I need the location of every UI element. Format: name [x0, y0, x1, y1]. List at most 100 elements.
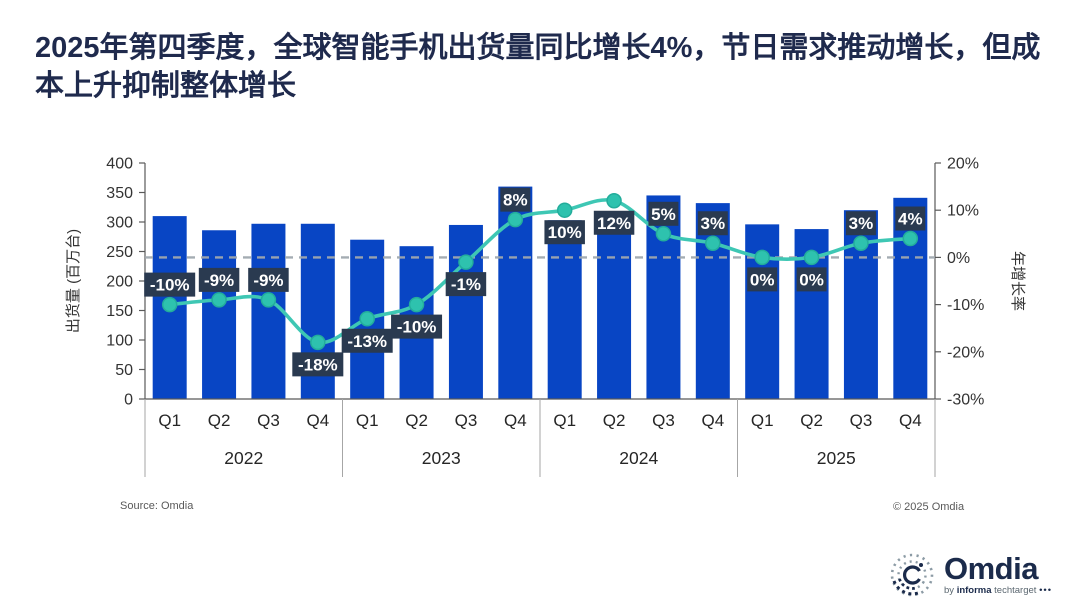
omdia-wordmark: Omdia	[944, 551, 1038, 587]
left-axis-tick-label: 200	[106, 274, 133, 291]
x-tick-label-quarter: Q4	[306, 411, 329, 430]
x-tick-label-year: 2022	[224, 448, 263, 468]
bar-2022-q3	[251, 223, 286, 399]
growth-label-2022-q3: -9%	[253, 271, 283, 290]
growth-point-2025-q3	[853, 235, 869, 251]
x-tick-label-quarter: Q2	[208, 411, 231, 430]
x-tick-label-quarter: Q1	[158, 411, 181, 430]
growth-label-box-2025-q4	[895, 206, 926, 231]
x-tick-label-quarter: Q1	[751, 411, 774, 430]
growth-label-2023-q1: -13%	[347, 332, 387, 351]
growth-point-2023-q4	[507, 211, 524, 228]
right-axis-tick-label: -10%	[947, 297, 984, 314]
x-tick-label-quarter: Q2	[800, 411, 823, 430]
bar-2024-q2	[597, 213, 632, 399]
growth-label-2022-q1: -10%	[150, 276, 190, 295]
growth-label-box-2022-q2	[198, 267, 240, 292]
tagline-informa: informa	[956, 584, 992, 596]
growth-label-2024-q2: 12%	[597, 214, 631, 233]
omdia-logo-text: Omdia by informa techtarget •••	[944, 551, 1052, 596]
right-axis-tick-label: -20%	[947, 344, 984, 361]
growth-point-2025-q4	[902, 230, 919, 247]
omdia-logo: Omdia by informa techtarget •••	[888, 551, 1052, 599]
growth-label-box-2024-q4	[697, 211, 728, 236]
growth-point-2023-q3	[458, 254, 474, 270]
left-axis-tick-label: 250	[106, 244, 133, 261]
tagline-by: by	[944, 584, 955, 596]
left-axis-tick-label: 400	[106, 156, 133, 173]
x-tick-label-quarter: Q4	[701, 411, 724, 430]
growth-label-2023-q4: 8%	[503, 191, 528, 210]
growth-label-box-2023-q4	[500, 187, 531, 212]
bar-2022-q2	[202, 230, 237, 399]
x-tick-label-quarter: Q3	[455, 411, 478, 430]
right-axis-tick-label: 0%	[947, 250, 970, 267]
growth-label-2023-q2: -10%	[397, 318, 437, 337]
left-axis-tick-label: 150	[106, 303, 133, 320]
x-tick-label-quarter: Q1	[356, 411, 379, 430]
left-axis-tick-label: 350	[106, 185, 133, 202]
growth-label-2025-q4: 4%	[898, 210, 923, 229]
growth-label-2025-q3: 3%	[849, 214, 874, 233]
x-tick-label-quarter: Q1	[553, 411, 576, 430]
growth-label-2022-q2: -9%	[204, 271, 234, 290]
bar-2024-q1	[547, 220, 582, 399]
growth-point-2023-q1	[359, 311, 375, 327]
omdia-tagline: by informa techtarget •••	[944, 585, 1052, 596]
x-tick-label-quarter: Q2	[405, 411, 428, 430]
growth-label-box-2022-q1	[144, 272, 196, 297]
x-tick-label-year: 2025	[817, 448, 856, 468]
growth-point-2025-q1	[754, 249, 770, 266]
growth-label-box-2024-q1	[544, 220, 585, 245]
growth-label-box-2025-q2	[796, 267, 827, 292]
growth-point-2024-q1	[556, 202, 573, 218]
right-axis-tick-label: -30%	[947, 392, 984, 409]
right-axis-tick-label: 10%	[947, 203, 979, 220]
x-tick-label-year: 2024	[619, 448, 658, 468]
growth-point-2025-q2	[803, 249, 820, 266]
right-axis-title: 年增长率	[1009, 251, 1026, 311]
growth-label-box-2024-q3	[648, 201, 679, 226]
omdia-logo-icon	[890, 553, 934, 597]
growth-label-box-2025-q1	[747, 267, 778, 292]
chart-title: 2025年第四季度，全球智能手机出货量同比增长4%，节日需求推动增长，但成本上升…	[35, 32, 1041, 102]
growth-point-2024-q3	[655, 226, 672, 242]
x-tick-label-quarter: Q3	[850, 411, 873, 430]
growth-point-2023-q2	[408, 296, 425, 313]
growth-label-2024-q4: 3%	[701, 214, 726, 233]
growth-label-2025-q1: 0%	[750, 270, 775, 289]
x-tick-label-quarter: Q3	[257, 411, 280, 430]
growth-label-2025-q2: 0%	[799, 270, 824, 289]
smartphone-shipments-growth-chart: 400 350 300 250 200 150 100 50 0 出货量 (百万台) 20% 10% 0…	[65, 156, 1026, 477]
growth-label-box-2022-q4	[292, 352, 344, 377]
left-axis-tick-label: 50	[115, 362, 133, 379]
growth-label-2024-q3: 5%	[651, 205, 676, 224]
left-axis-tick-label: 0	[124, 392, 133, 409]
growth-label-box-2023-q1	[341, 328, 393, 353]
x-tick-label-quarter: Q2	[603, 411, 626, 430]
growth-point-2022-q1	[161, 296, 178, 313]
growth-label-2022-q4: -18%	[298, 355, 338, 374]
growth-line	[167, 198, 913, 345]
tagline-dots: •••	[1039, 584, 1053, 596]
left-axis-tick-label: 100	[106, 333, 133, 350]
growth-label-2023-q3: -1%	[451, 275, 481, 294]
source-note: Source: Omdia	[120, 500, 194, 512]
tagline-techtarget: techtarget	[994, 584, 1037, 596]
growth-label-box-2023-q2	[391, 314, 443, 339]
growth-point-2024-q4	[705, 235, 721, 251]
growth-label-box-2025-q3	[845, 211, 876, 236]
x-tick-label-year: 2023	[422, 448, 461, 468]
growth-label-box-2024-q2	[593, 210, 635, 235]
growth-label-box-2022-q3	[248, 267, 289, 292]
x-tick-label-quarter: Q3	[652, 411, 675, 430]
left-axis-tick-label: 300	[106, 215, 133, 232]
growth-point-2022-q3	[260, 292, 277, 308]
growth-point-2022-q2	[211, 292, 227, 308]
growth-label-box-2023-q3	[445, 272, 487, 297]
growth-point-2022-q4	[310, 334, 326, 351]
copyright-note: © 2025 Omdia	[893, 501, 965, 513]
x-tick-label-quarter: Q4	[899, 411, 922, 430]
growth-label-2024-q1: 10%	[548, 223, 582, 242]
